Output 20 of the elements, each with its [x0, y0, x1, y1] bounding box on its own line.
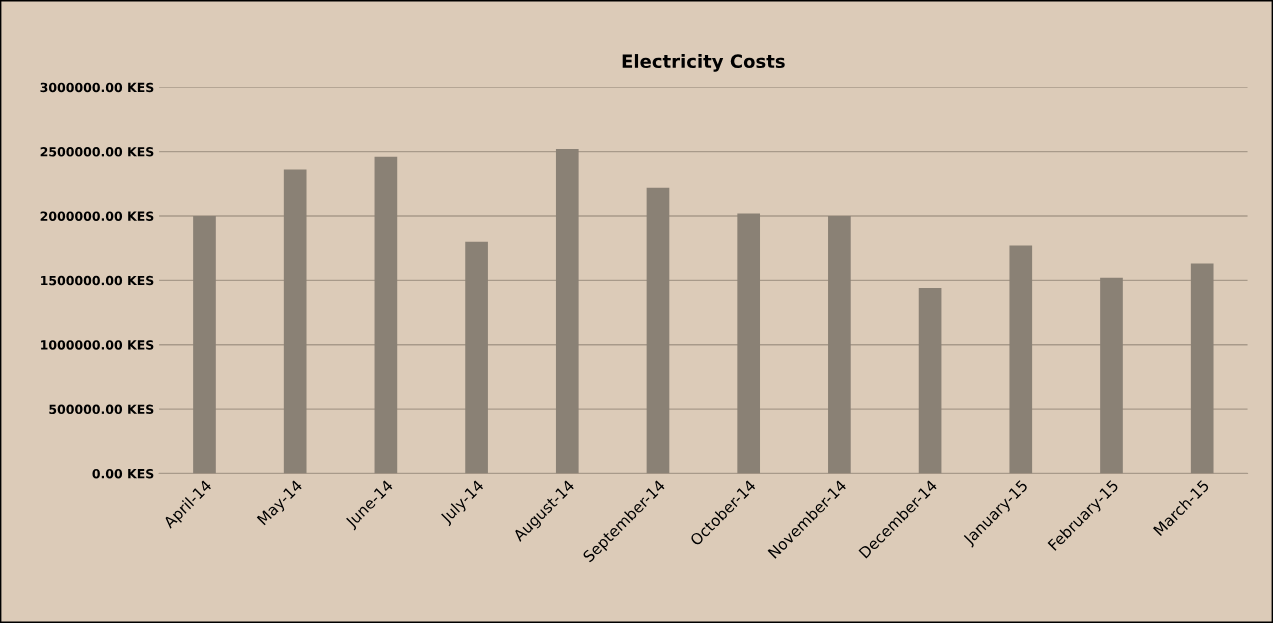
- bar: [193, 215, 216, 474]
- bar: [555, 149, 579, 474]
- y-tick-label: 500000.00 KES: [49, 404, 154, 415]
- bar: [374, 156, 398, 474]
- bar: [828, 215, 851, 474]
- y-tick-label: 2500000.00 KES: [40, 147, 154, 157]
- bar: [1100, 277, 1123, 474]
- bar: [918, 288, 942, 474]
- y-tick-label: 0.00 KES: [92, 468, 154, 479]
- bar: [465, 241, 488, 474]
- chart-title: Electricity Costs: [622, 54, 785, 72]
- bar: [737, 213, 761, 474]
- y-tick-label: 1500000.00 KES: [41, 275, 154, 286]
- bar: [646, 187, 670, 474]
- bar: [283, 169, 307, 474]
- bar: [1009, 245, 1033, 474]
- y-tick-label: 3000000.00 KES: [40, 82, 154, 93]
- bar: [1190, 263, 1214, 474]
- y-tick-label: 1000000.00 KES: [41, 340, 154, 350]
- y-tick-label: 2000000.00 KES: [40, 211, 154, 221]
